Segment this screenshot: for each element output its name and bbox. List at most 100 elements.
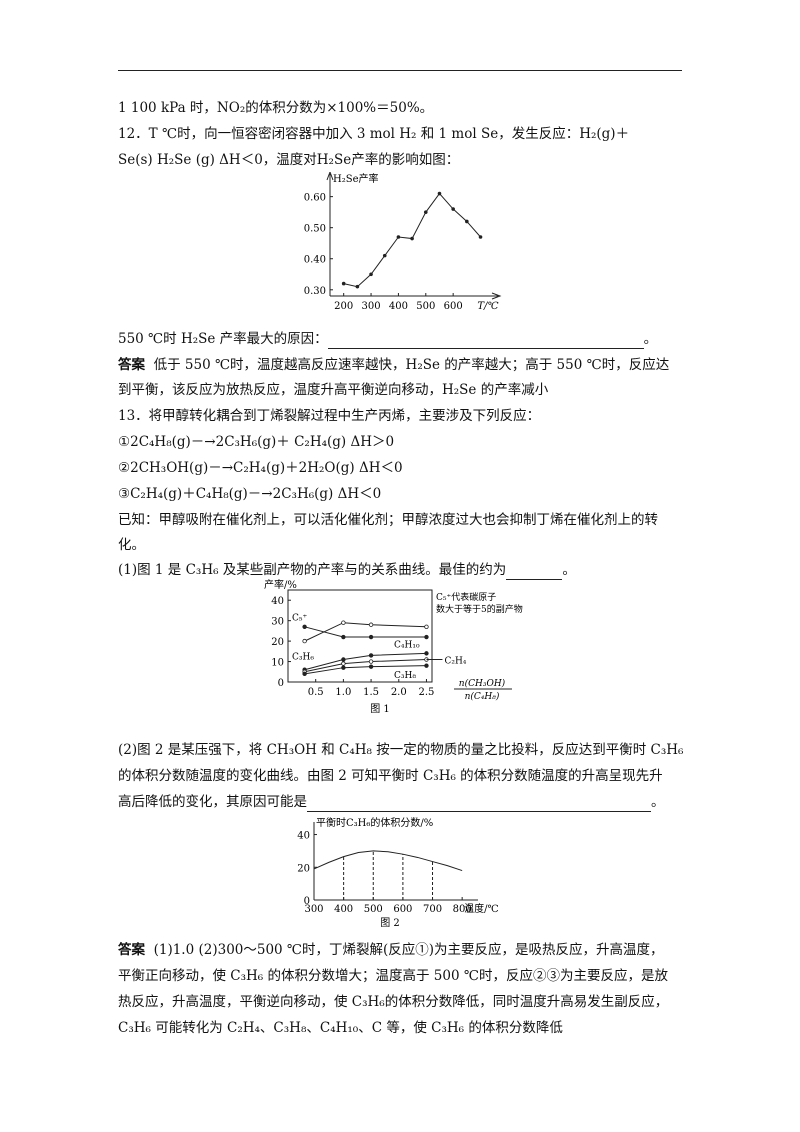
x-axis-arrow: [491, 292, 502, 300]
answer13-line-d: C₃H₆ 可能转化为 C₂H₄、C₃H₈、C₄H₁₀、C 等，使 C₃H₆ 的体…: [118, 1020, 563, 1036]
answer-label: 答案: [118, 357, 145, 373]
data-point: [341, 661, 346, 666]
part2-text-c: 高后降低的变化，其原因可能是: [118, 794, 307, 810]
known-line-b: 化。: [118, 537, 145, 553]
data-point: [341, 657, 346, 662]
answer-blank[interactable]: [327, 334, 644, 349]
figure-title: 图 2: [380, 917, 400, 929]
y-tick-label: 0: [304, 896, 310, 907]
data-point: [410, 236, 414, 241]
x-tick-label: 2.5: [419, 687, 435, 698]
x-tick-label: 200: [334, 301, 353, 312]
reaction-2: ②2CH₃OH(g)－→C₂H₄(g)＋2H₂O(g) ΔH＜0: [118, 460, 403, 476]
answer13-text-a: (1)1.0 (2)300～500 ℃时，丁烯裂解(反应①)为主要反应，是吸热反…: [153, 942, 664, 958]
q13-line: 13．将甲醇转化耦合到丁烯裂解过程中生产丙烯，主要涉及下列反应：: [118, 408, 541, 424]
data-point: [368, 653, 374, 658]
data-point: [424, 663, 429, 668]
q12-line-c: 550 ℃时 H₂Se 产率最大的原因： 。: [118, 329, 657, 349]
data-point: [465, 219, 469, 224]
series-label-c2h4: C₂H₄: [444, 657, 466, 667]
y-tick-label: 0.50: [304, 224, 326, 235]
y-tick-label: 0.30: [304, 286, 326, 297]
q12-line-a: 12．T ℃时，向一恒容密闭容器中加入 3 mol H₂ 和 1 mol Se，…: [118, 126, 630, 142]
series-line: [304, 665, 427, 675]
part2-line-b: 的体积分数随温度的变化曲线。由图 2 可知平衡时 C₃H₆ 的体积分数随温度的升…: [118, 768, 663, 784]
y-tick-label: 10: [271, 658, 284, 669]
x-tick-label: 400: [389, 301, 408, 312]
reaction-1: ①2C₄H₈(g)－→2C₃H₆(g)＋ C₂H₄(g) ΔH＞0: [118, 434, 395, 450]
x-tick-label: 300: [362, 301, 381, 312]
x-label-numerator: n(CH₃OH): [459, 678, 506, 689]
reaction-3: ③C₂H₄(g)＋C₄H₈(g)－→2C₃H₆(g) ΔH＜0: [118, 486, 382, 502]
series-line: [304, 659, 427, 673]
data-point: [369, 272, 373, 277]
data-point: [341, 281, 346, 286]
data-point: [424, 634, 429, 640]
data-point: [368, 664, 374, 669]
y-tick-label: 0: [278, 678, 284, 689]
x-tick-label: 0.5: [308, 687, 324, 698]
y-axis-label: 平衡时C₃H₆的体积分数/%: [316, 816, 433, 829]
data-point: [478, 235, 483, 239]
note-text-2: 数大于等于5的副产物: [436, 603, 523, 615]
data-point: [437, 191, 442, 196]
series-label-c5: C₅⁺: [292, 614, 307, 624]
y-tick-label: 20: [271, 637, 284, 648]
data-point: [451, 207, 455, 211]
answer13-line-c: 热反应，升高温度，平衡逆向移动，使 C₃H₆的体积分数降低，同时温度升高易发生副…: [118, 994, 669, 1010]
y-tick-label: 0.40: [304, 255, 326, 266]
data-point: [341, 665, 346, 670]
x-axis-label: T/℃: [477, 301, 498, 312]
x-tick-label: 500: [364, 904, 383, 915]
y-axis-arrow: [326, 172, 334, 181]
series-curve: [313, 850, 463, 872]
data-point: [424, 651, 429, 656]
answer12-line-a: 答案 低于 550 ℃时，温度越高反应速率越快，H₂Se 的产率越大；高于 55…: [118, 355, 669, 375]
data-point: [302, 671, 307, 677]
x-tick-label: 500: [416, 301, 435, 312]
answer-blank[interactable]: [307, 797, 651, 812]
note-text-1: C₅⁺代表碳原子: [436, 591, 496, 603]
series-line: [304, 622, 427, 642]
x-axis-label: 温度/℃: [464, 902, 499, 915]
y-axis-label: 产率/%: [264, 578, 297, 591]
part2-line-c: 高后降低的变化，其原因可能是 。: [118, 792, 665, 812]
x-tick-label: 1.0: [335, 687, 351, 698]
period: 。: [643, 331, 658, 347]
series-line: [304, 652, 427, 671]
part1-text: (1)图 1 是 C₃H₆ 及某些副产物的产率与的关系曲线。最佳的约为: [118, 562, 507, 578]
x-tick-label: 600: [393, 904, 412, 915]
data-point: [382, 253, 387, 258]
answer13-line-b: 平衡正向移动，使 C₃H₆ 的体积分数增大；温度高于 500 ℃时，反应②③为主…: [118, 968, 668, 984]
figure-2-chart: 平衡时C₃H₆的体积分数/% 0 20 40 300 400 500 600 700 800温度/…: [297, 816, 499, 929]
series-label-c4h10: C₄H₁₀: [394, 640, 420, 650]
q12-line-b: Se(s) H₂Se (g) ΔH＜0，温度对H₂Se产率的影响如图：: [118, 152, 460, 168]
data-point: [302, 624, 307, 629]
data-point: [341, 634, 346, 640]
answer13-line-a: 答案 (1)1.0 (2)300～500 ℃时，丁烯裂解(反应①)为主要反应，是…: [118, 940, 664, 960]
data-point: [341, 620, 346, 625]
header-rule: [118, 70, 682, 71]
y-tick-label: 40: [271, 596, 284, 607]
y-tick-label: 30: [271, 617, 284, 628]
period: 。: [562, 562, 576, 578]
series-label-c3h8: C₃H₈: [394, 671, 416, 681]
answer12-text-a: 低于 550 ℃时，温度越高反应速率越快，H₂Se 的产率越大；高于 550 ℃…: [153, 357, 670, 373]
known-line-a: 已知：甲醇吸附在催化剂上，可以活化催化剂；甲醇浓度过大也会抑制丁烯在催化剂上的转: [118, 512, 658, 528]
data-point: [424, 624, 429, 629]
part2-line-a: (2)图 2 是某压强下，将 CH₃OH 和 C₄H₈ 按一定的物质的量之比投料…: [118, 742, 684, 758]
figure-title: 图 1: [370, 703, 390, 715]
y-tick-label: 40: [297, 831, 310, 842]
y-tick-label: 20: [297, 863, 310, 874]
answer-blank[interactable]: [506, 565, 563, 580]
x-tick-label: 800: [453, 904, 472, 915]
data-point: [396, 235, 401, 239]
x-label-denominator: n(C₄H₈): [465, 691, 500, 702]
part1-line: (1)图 1 是 C₃H₆ 及某些副产物的产率与的关系曲线。最佳的约为 。: [118, 560, 576, 580]
plot-frame: [287, 589, 433, 683]
data-point: [302, 638, 307, 644]
figure-1-chart: 产率/% 0 10 20 30 40 0.5 1.0 1.5 2.0 2.5 C₅⁺ C₃H₆ C₄H₁₀…: [264, 578, 523, 715]
data-point: [368, 622, 374, 627]
h2se-yield-chart: H₂Se产率 0.30 0.40 0.50 0.60 200 300 400 500 600 T/℃: [304, 172, 502, 312]
line-1: 1 100 kPa 时，NO₂的体积分数为×100%＝50%。: [118, 100, 434, 116]
